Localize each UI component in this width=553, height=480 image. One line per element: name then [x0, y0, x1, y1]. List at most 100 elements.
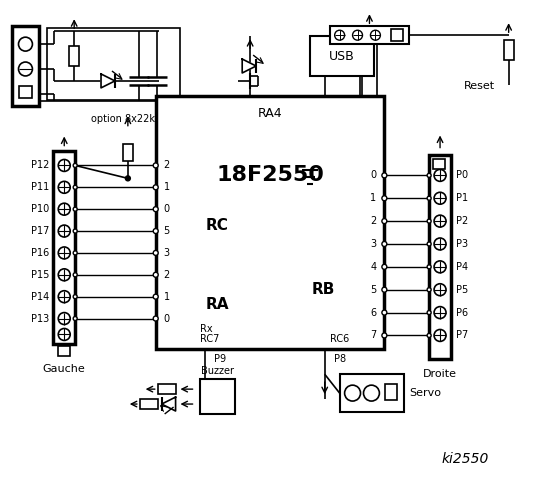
Circle shape: [153, 207, 158, 212]
Bar: [504, 40, 514, 60]
Text: RB: RB: [311, 282, 335, 297]
Text: 2: 2: [164, 160, 170, 170]
Text: P11: P11: [31, 182, 49, 192]
Text: P15: P15: [31, 270, 49, 280]
Text: P3: P3: [456, 239, 468, 249]
Bar: [340, 374, 404, 412]
Circle shape: [434, 192, 446, 204]
Circle shape: [73, 295, 77, 299]
Circle shape: [73, 316, 77, 321]
Text: Servo: Servo: [409, 388, 441, 398]
Circle shape: [153, 228, 158, 234]
Circle shape: [126, 176, 131, 181]
Circle shape: [427, 173, 431, 178]
Circle shape: [18, 37, 33, 51]
Bar: [140, 399, 158, 409]
Circle shape: [427, 219, 431, 223]
Text: 4: 4: [371, 262, 377, 272]
Circle shape: [382, 310, 387, 315]
Text: P14: P14: [31, 292, 49, 301]
Circle shape: [58, 203, 70, 215]
Text: P6: P6: [456, 308, 468, 318]
Text: P5: P5: [456, 285, 468, 295]
Text: Reset: Reset: [464, 81, 495, 91]
Circle shape: [382, 196, 387, 201]
Text: ki2550: ki2550: [441, 452, 489, 466]
Bar: [18, 86, 33, 98]
Circle shape: [58, 312, 70, 324]
Bar: [429, 156, 451, 360]
Circle shape: [382, 287, 387, 292]
Text: 5: 5: [164, 226, 170, 236]
Polygon shape: [101, 74, 115, 88]
Bar: [58, 347, 70, 356]
Text: 3: 3: [164, 248, 170, 258]
Bar: [385, 384, 397, 400]
Bar: [53, 151, 75, 344]
Circle shape: [434, 307, 446, 319]
Circle shape: [427, 288, 431, 292]
Text: RC7: RC7: [200, 335, 220, 345]
Circle shape: [58, 225, 70, 237]
Text: 1: 1: [371, 193, 377, 203]
Text: Gauche: Gauche: [43, 364, 86, 374]
Text: P13: P13: [31, 313, 49, 324]
Text: P2: P2: [456, 216, 468, 226]
Circle shape: [382, 173, 387, 178]
Circle shape: [58, 247, 70, 259]
Text: RC6: RC6: [330, 335, 349, 345]
Text: P17: P17: [31, 226, 49, 236]
Polygon shape: [161, 397, 176, 411]
Bar: [310, 36, 374, 76]
Circle shape: [153, 185, 158, 190]
Text: 0: 0: [371, 170, 377, 180]
Bar: [433, 159, 445, 169]
Circle shape: [58, 328, 70, 340]
Text: 0: 0: [164, 313, 170, 324]
Bar: [123, 144, 133, 161]
Circle shape: [335, 30, 345, 40]
Circle shape: [58, 159, 70, 171]
Circle shape: [434, 238, 446, 250]
Bar: [12, 26, 39, 106]
Text: P8: P8: [333, 354, 346, 364]
Circle shape: [363, 385, 379, 401]
Bar: [156, 96, 384, 349]
Text: 3: 3: [371, 239, 377, 249]
Circle shape: [353, 30, 363, 40]
Circle shape: [18, 62, 33, 76]
Circle shape: [434, 329, 446, 341]
Text: 2: 2: [370, 216, 377, 226]
Circle shape: [153, 316, 158, 321]
Circle shape: [434, 215, 446, 227]
Text: P9: P9: [214, 354, 226, 364]
Text: option 8x22k: option 8x22k: [91, 114, 155, 124]
Text: 0: 0: [164, 204, 170, 214]
Circle shape: [73, 185, 77, 189]
Text: RC: RC: [205, 217, 228, 233]
Circle shape: [73, 229, 77, 233]
Text: 1: 1: [164, 292, 170, 301]
Circle shape: [58, 291, 70, 302]
Circle shape: [58, 181, 70, 193]
Text: RA: RA: [205, 297, 229, 312]
Bar: [69, 46, 79, 66]
Circle shape: [382, 264, 387, 269]
Bar: [330, 26, 409, 44]
Bar: [200, 379, 235, 414]
Circle shape: [434, 284, 446, 296]
Circle shape: [153, 163, 158, 168]
Bar: [392, 29, 403, 41]
Circle shape: [382, 218, 387, 224]
Circle shape: [153, 272, 158, 277]
Text: Droite: Droite: [423, 369, 457, 379]
Text: P1: P1: [456, 193, 468, 203]
Text: P12: P12: [31, 160, 49, 170]
Circle shape: [434, 261, 446, 273]
Text: P7: P7: [456, 330, 468, 340]
Circle shape: [73, 273, 77, 277]
Text: Rx: Rx: [200, 324, 213, 335]
Text: P16: P16: [31, 248, 49, 258]
Text: RA4: RA4: [258, 107, 283, 120]
Text: Buzzer: Buzzer: [201, 366, 234, 376]
